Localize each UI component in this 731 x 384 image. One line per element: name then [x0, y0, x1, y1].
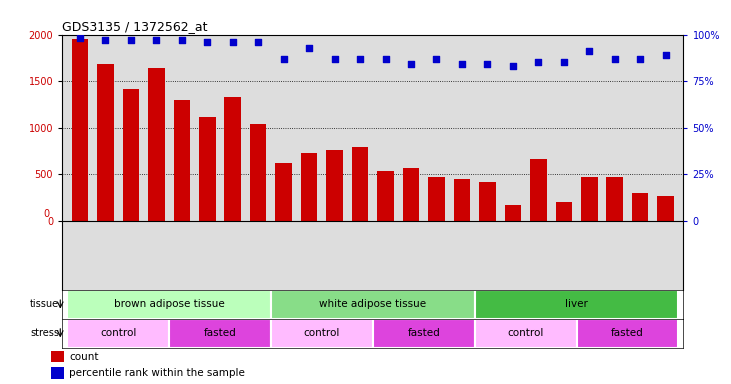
Point — [507, 63, 519, 69]
Bar — [271, 319, 373, 348]
Point — [558, 60, 569, 66]
Point — [74, 35, 86, 41]
Bar — [403, 168, 420, 221]
Bar — [479, 182, 496, 221]
Bar — [271, 290, 474, 319]
Bar — [607, 177, 623, 221]
Bar — [530, 159, 547, 221]
Bar — [632, 193, 648, 221]
Text: stress: stress — [30, 328, 59, 338]
Text: fasted: fasted — [407, 328, 440, 338]
Bar — [123, 89, 139, 221]
Text: fasted: fasted — [204, 328, 236, 338]
Point — [609, 56, 621, 62]
Bar — [377, 171, 394, 221]
Text: percentile rank within the sample: percentile rank within the sample — [69, 368, 246, 378]
Bar — [97, 65, 114, 221]
Text: brown adipose tissue: brown adipose tissue — [114, 299, 224, 310]
Text: count: count — [69, 352, 99, 362]
Point — [456, 61, 468, 68]
Bar — [301, 153, 317, 221]
Text: liver: liver — [565, 299, 588, 310]
Point — [303, 45, 315, 51]
Text: control: control — [303, 328, 340, 338]
Bar — [428, 177, 444, 221]
Point — [252, 39, 264, 45]
Bar — [581, 177, 597, 221]
Text: control: control — [507, 328, 544, 338]
Text: control: control — [100, 328, 137, 338]
Point — [176, 37, 188, 43]
Bar — [148, 68, 164, 221]
Bar — [352, 147, 368, 221]
Bar — [276, 163, 292, 221]
Bar — [577, 319, 678, 348]
Point — [635, 56, 646, 62]
Text: GDS3135 / 1372562_at: GDS3135 / 1372562_at — [62, 20, 208, 33]
Text: 0: 0 — [44, 209, 50, 219]
Bar — [224, 97, 241, 221]
Point — [125, 37, 137, 43]
Bar — [504, 205, 521, 221]
Bar — [67, 290, 271, 319]
Bar — [556, 202, 572, 221]
Bar — [67, 319, 169, 348]
Bar — [51, 351, 64, 362]
Bar — [373, 319, 474, 348]
Point — [431, 56, 442, 62]
Point — [379, 56, 391, 62]
Bar — [326, 150, 343, 221]
Point — [202, 39, 213, 45]
Point — [482, 61, 493, 68]
Bar — [72, 39, 88, 221]
Text: white adipose tissue: white adipose tissue — [319, 299, 426, 310]
Bar — [474, 319, 577, 348]
Bar — [454, 179, 470, 221]
Point — [532, 60, 544, 66]
Bar — [169, 319, 271, 348]
Point — [278, 56, 289, 62]
Point — [151, 37, 162, 43]
Text: fasted: fasted — [611, 328, 644, 338]
Bar — [250, 124, 267, 221]
Point — [227, 39, 238, 45]
Bar — [199, 118, 216, 221]
Point — [99, 37, 111, 43]
Bar — [51, 367, 64, 379]
Bar — [173, 100, 190, 221]
Point — [355, 56, 366, 62]
Point — [405, 61, 417, 68]
Point — [660, 52, 672, 58]
Point — [329, 56, 341, 62]
Point — [583, 48, 595, 55]
Text: tissue: tissue — [30, 299, 59, 310]
Bar — [474, 290, 678, 319]
Bar — [657, 196, 674, 221]
